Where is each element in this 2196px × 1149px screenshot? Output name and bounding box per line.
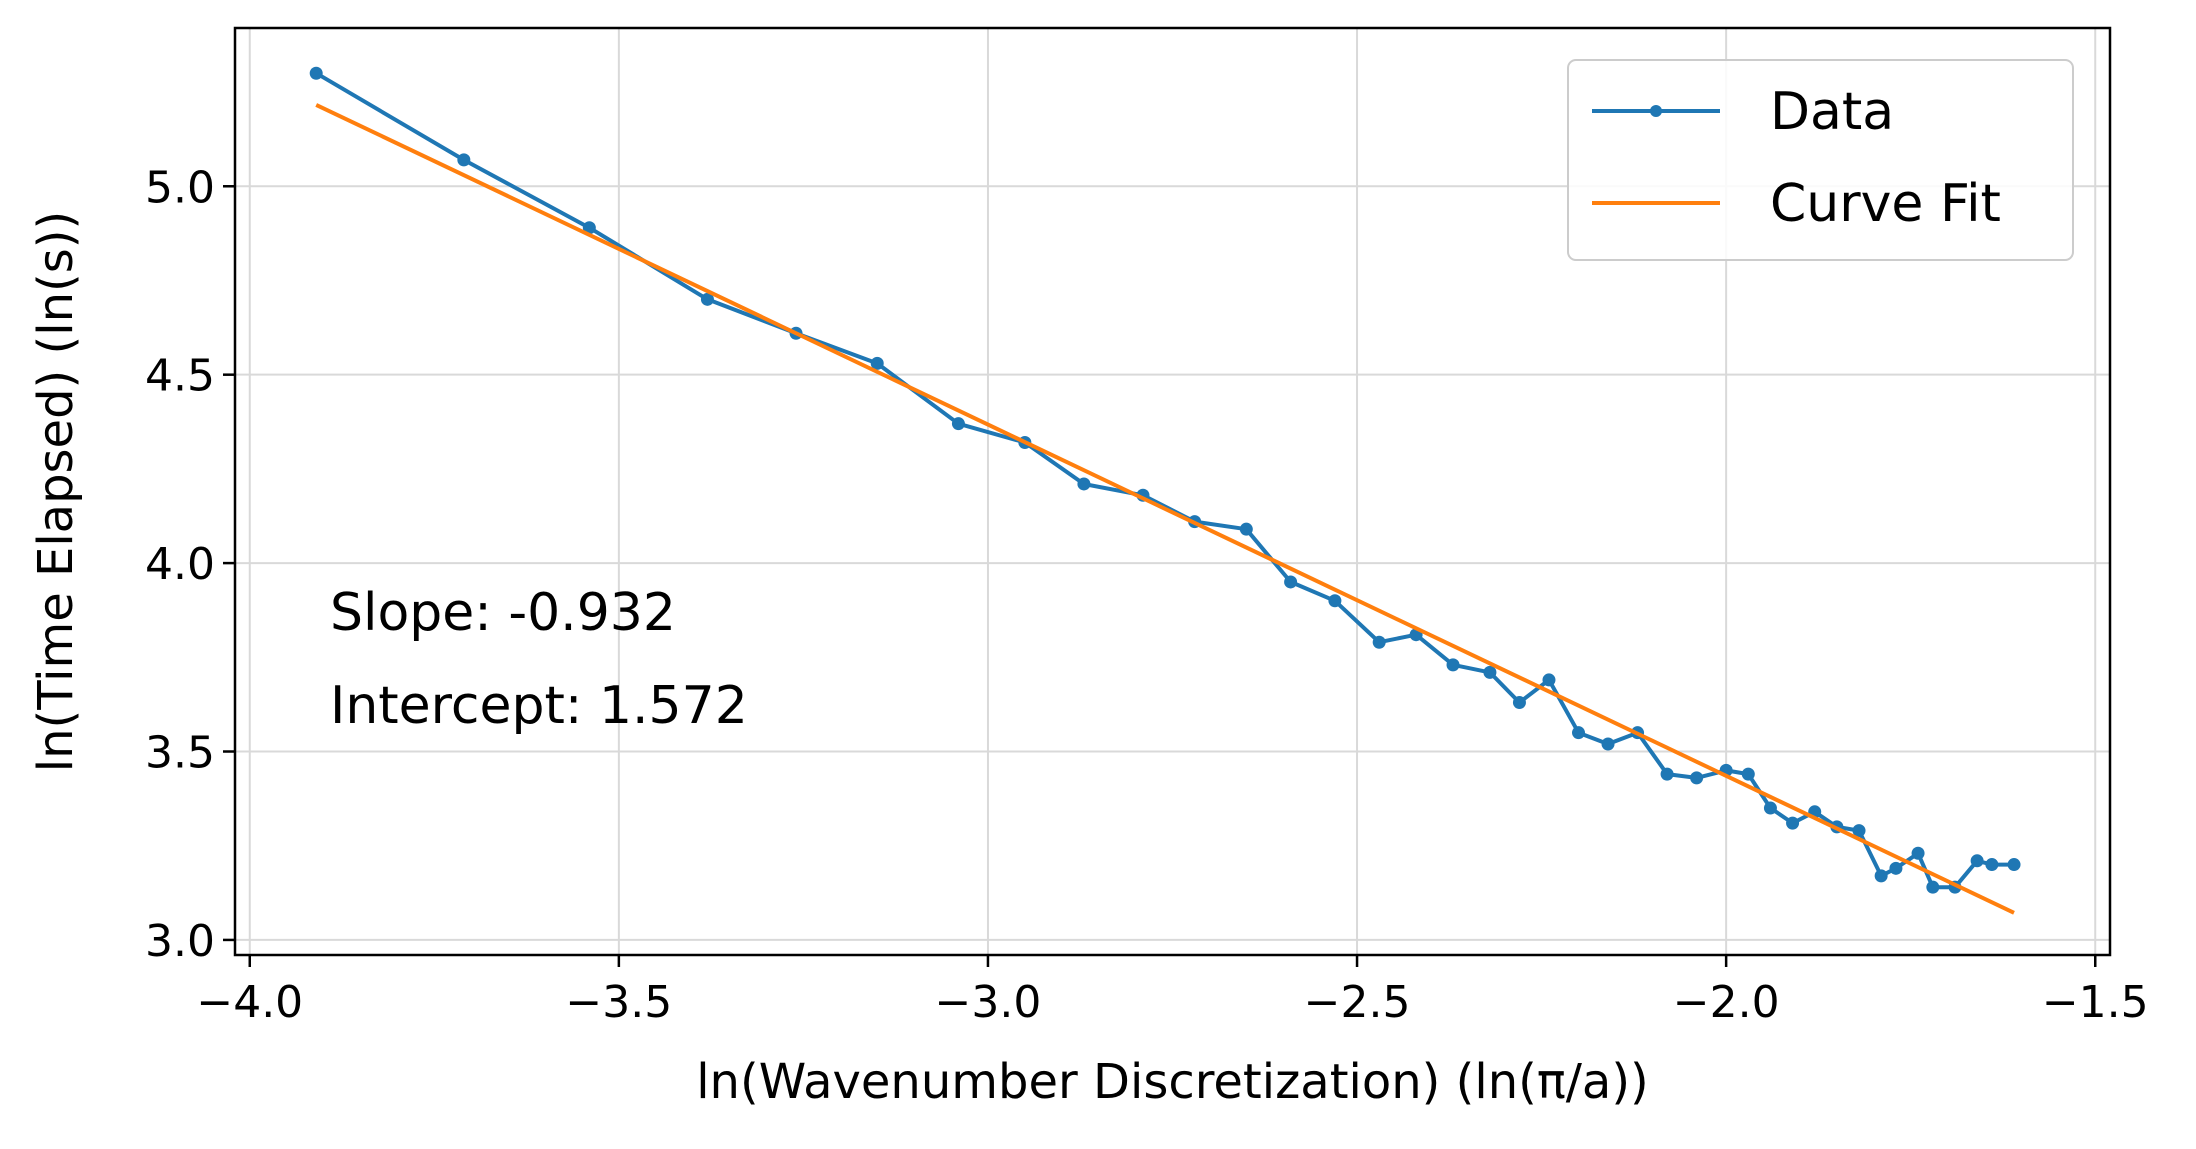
x-tick-label: −1.5 [2042,977,2149,1028]
x-tick-label: −3.5 [565,977,672,1028]
data-point [700,292,714,306]
data-point [1911,846,1925,860]
x-tick-label: −4.0 [196,977,303,1028]
data-point [870,356,884,370]
legend-marker-data [1650,105,1662,117]
data-point [1483,665,1497,679]
x-tick-label: −2.0 [1673,977,1780,1028]
y-axis-label: ln(Time Elapsed) (ln(s)) [28,211,84,772]
plot-frame [233,26,2112,957]
legend-label-data: Data [1770,82,1894,142]
legend: Data Curve Fit [1567,59,2074,261]
data-point [1852,824,1866,838]
y-tick-label: 5.0 [145,162,215,213]
data-point [1763,801,1777,815]
data-point [1446,658,1460,672]
data-point [582,221,596,235]
data-point [1970,854,1984,868]
data-point [1985,858,1999,872]
legend-label-fit: Curve Fit [1770,174,2001,234]
curve-fit-line [315,103,2015,915]
data-series-line [315,71,2014,890]
data-point [1926,880,1940,894]
y-tick-label: 3.5 [145,728,215,779]
data-point [1741,767,1755,781]
intercept-annotation: Intercept: 1.572 [330,676,748,736]
series-layer [309,66,2021,915]
data-point [1572,726,1586,740]
y-tick-label: 4.5 [145,351,215,402]
data-point [1601,737,1615,751]
data-point [1874,869,1888,883]
y-tick-label: 3.0 [145,916,215,967]
data-point [1542,673,1556,687]
data-point [1284,575,1298,589]
data-point [1077,477,1091,491]
data-point [2007,858,2021,872]
data-point [1690,771,1704,785]
data-point [1889,861,1903,875]
data-point [309,66,323,80]
slope-annotation: Slope: -0.932 [330,583,676,643]
x-axis-label: ln(Wavenumber Discretization) (ln(π/a)) [696,1054,1649,1110]
data-point [1786,816,1800,830]
ticks: −4.0 −3.5 −3.0 −2.5 −2.0 −1.5 3.0 3.5 4.0 4.5 5.0 [145,162,2149,1028]
y-tick-label: 4.0 [145,539,215,590]
x-tick-label: −3.0 [935,977,1042,1028]
data-point [457,153,471,167]
data-point [1512,696,1526,710]
data-point [1239,522,1253,536]
data-point [1660,767,1674,781]
data-point [951,417,965,431]
data-point [1328,594,1342,608]
x-tick-label: −2.5 [1304,977,1411,1028]
data-point [1372,635,1386,649]
